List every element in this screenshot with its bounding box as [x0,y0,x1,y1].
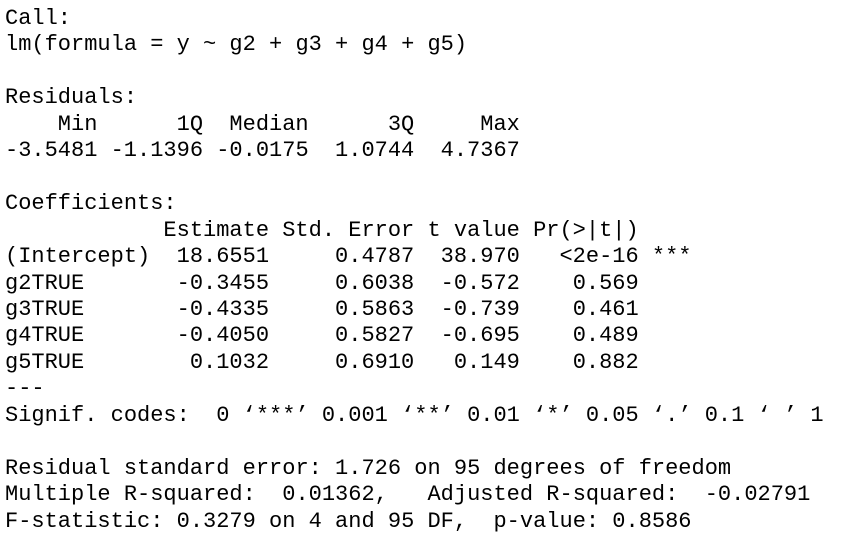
coefficient-cell: -0.3455 [176,270,270,296]
coefficient-cell: 0.569 [572,270,639,296]
coefficient-cell: 0.489 [572,323,639,349]
coefficient-cell: 18.6551 [176,244,270,270]
coefficient-cell: 0.1032 [189,349,270,375]
coefficient-cell: -0.4335 [176,296,270,322]
residual-value: -1.1396 [110,138,204,164]
coefficient-cell: 0.5863 [335,296,415,322]
section-label: Residuals: [5,85,138,111]
residual-value: -3.5481 [5,138,98,164]
coefficient-cell: -0.572 [440,270,520,296]
column-header: Max [480,111,520,137]
summary-line: F-statistic: 0.3279 on 4 and 95 DF, p-va… [5,508,692,534]
signif-stars: *** [651,244,692,270]
column-header: Estimate [163,217,270,243]
section-label: Call: [5,6,72,31]
coefficient-cell: 38.970 [440,244,520,270]
column-header: Median [229,111,309,137]
coefficient-cell: 0.6910 [335,349,415,375]
coefficient-cell: -0.739 [440,296,520,322]
coefficient-cell: 0.5827 [335,323,415,349]
residual-value: 1.0744 [335,138,415,164]
column-header: t value [427,217,520,243]
signif-codes: Signif. codes: 0 ‘***’ 0.001 ‘**’ 0.01 ‘… [5,402,824,428]
column-header: Pr(>|t|) [533,217,639,243]
coefficient-cell: 0.6038 [335,270,415,296]
separator: --- [5,376,45,402]
row-name: g2TRUE [5,270,85,296]
formula: lm(formula = y ~ g2 + g3 + g4 + g5) [5,32,468,58]
coefficient-cell: 0.882 [572,349,639,375]
column-header: Std. Error [282,217,415,243]
summary-line: Residual standard error: 1.726 on 95 deg… [5,455,732,481]
row-name: g4TRUE [5,323,85,349]
column-header: Min [57,111,98,137]
row-name: g3TRUE [5,296,85,322]
coefficient-cell: <2e-16 [559,244,639,270]
residual-value: 4.7367 [440,138,520,164]
coefficient-cell: 0.149 [453,349,520,375]
column-header: 1Q [176,111,204,137]
coefficient-cell: 0.4787 [335,244,415,270]
column-header: 3Q [387,111,415,137]
section-label: Coefficients: [5,191,177,217]
row-name: g5TRUE [5,349,85,375]
coefficient-cell: -0.4050 [176,323,270,349]
coefficient-cell: -0.695 [440,323,520,349]
summary-line: Multiple R-squared: 0.01362, Adjusted R-… [5,482,811,508]
row-name: (Intercept) [5,244,151,270]
coefficient-cell: 0.461 [572,296,639,322]
residual-value: -0.0175 [216,138,309,164]
